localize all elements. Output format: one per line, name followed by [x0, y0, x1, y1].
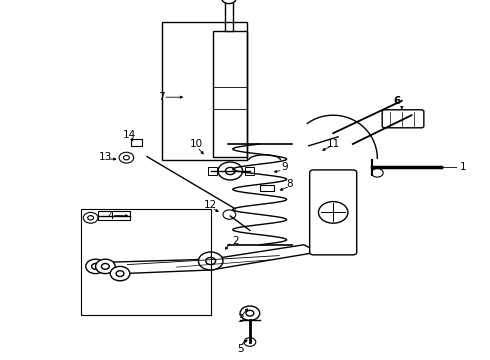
- Text: 4: 4: [107, 211, 114, 221]
- Text: 14: 14: [123, 130, 137, 140]
- Bar: [162, 22, 247, 160]
- Bar: [260, 185, 274, 191]
- Circle shape: [318, 202, 348, 223]
- Bar: [98, 211, 130, 220]
- Text: 11: 11: [326, 139, 340, 149]
- Circle shape: [223, 210, 236, 219]
- Text: 12: 12: [204, 200, 218, 210]
- Text: 3: 3: [237, 314, 244, 324]
- Bar: [131, 139, 142, 146]
- Circle shape: [240, 306, 260, 320]
- Bar: [208, 167, 217, 175]
- Text: 2: 2: [232, 236, 239, 246]
- Circle shape: [83, 212, 98, 223]
- Text: 10: 10: [190, 139, 202, 149]
- Text: 7: 7: [158, 92, 165, 102]
- FancyBboxPatch shape: [310, 170, 357, 255]
- Circle shape: [116, 271, 124, 276]
- Text: 8: 8: [286, 179, 293, 189]
- Circle shape: [206, 257, 216, 265]
- Bar: [213, 31, 247, 157]
- Circle shape: [123, 156, 129, 160]
- Circle shape: [96, 259, 115, 274]
- Circle shape: [198, 252, 223, 270]
- Text: 5: 5: [237, 344, 244, 354]
- Circle shape: [119, 152, 134, 163]
- Circle shape: [86, 259, 105, 274]
- Circle shape: [244, 338, 256, 346]
- Circle shape: [101, 264, 109, 269]
- Bar: [245, 167, 254, 175]
- Circle shape: [225, 167, 235, 175]
- Bar: [225, 0, 233, 31]
- Circle shape: [218, 162, 243, 180]
- Circle shape: [221, 0, 236, 4]
- Circle shape: [88, 216, 94, 220]
- Circle shape: [371, 168, 383, 177]
- Circle shape: [92, 264, 99, 269]
- Bar: [81, 209, 211, 315]
- Text: 9: 9: [281, 162, 288, 172]
- Circle shape: [246, 310, 254, 316]
- Polygon shape: [88, 245, 318, 274]
- Text: 13: 13: [98, 152, 112, 162]
- FancyBboxPatch shape: [382, 110, 424, 128]
- Text: 6: 6: [393, 96, 400, 106]
- Text: 1: 1: [460, 162, 466, 172]
- Circle shape: [110, 266, 130, 281]
